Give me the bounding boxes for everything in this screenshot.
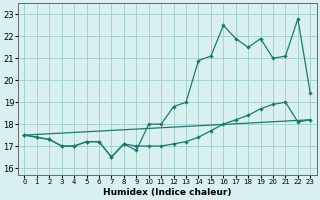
- X-axis label: Humidex (Indice chaleur): Humidex (Indice chaleur): [103, 188, 232, 197]
